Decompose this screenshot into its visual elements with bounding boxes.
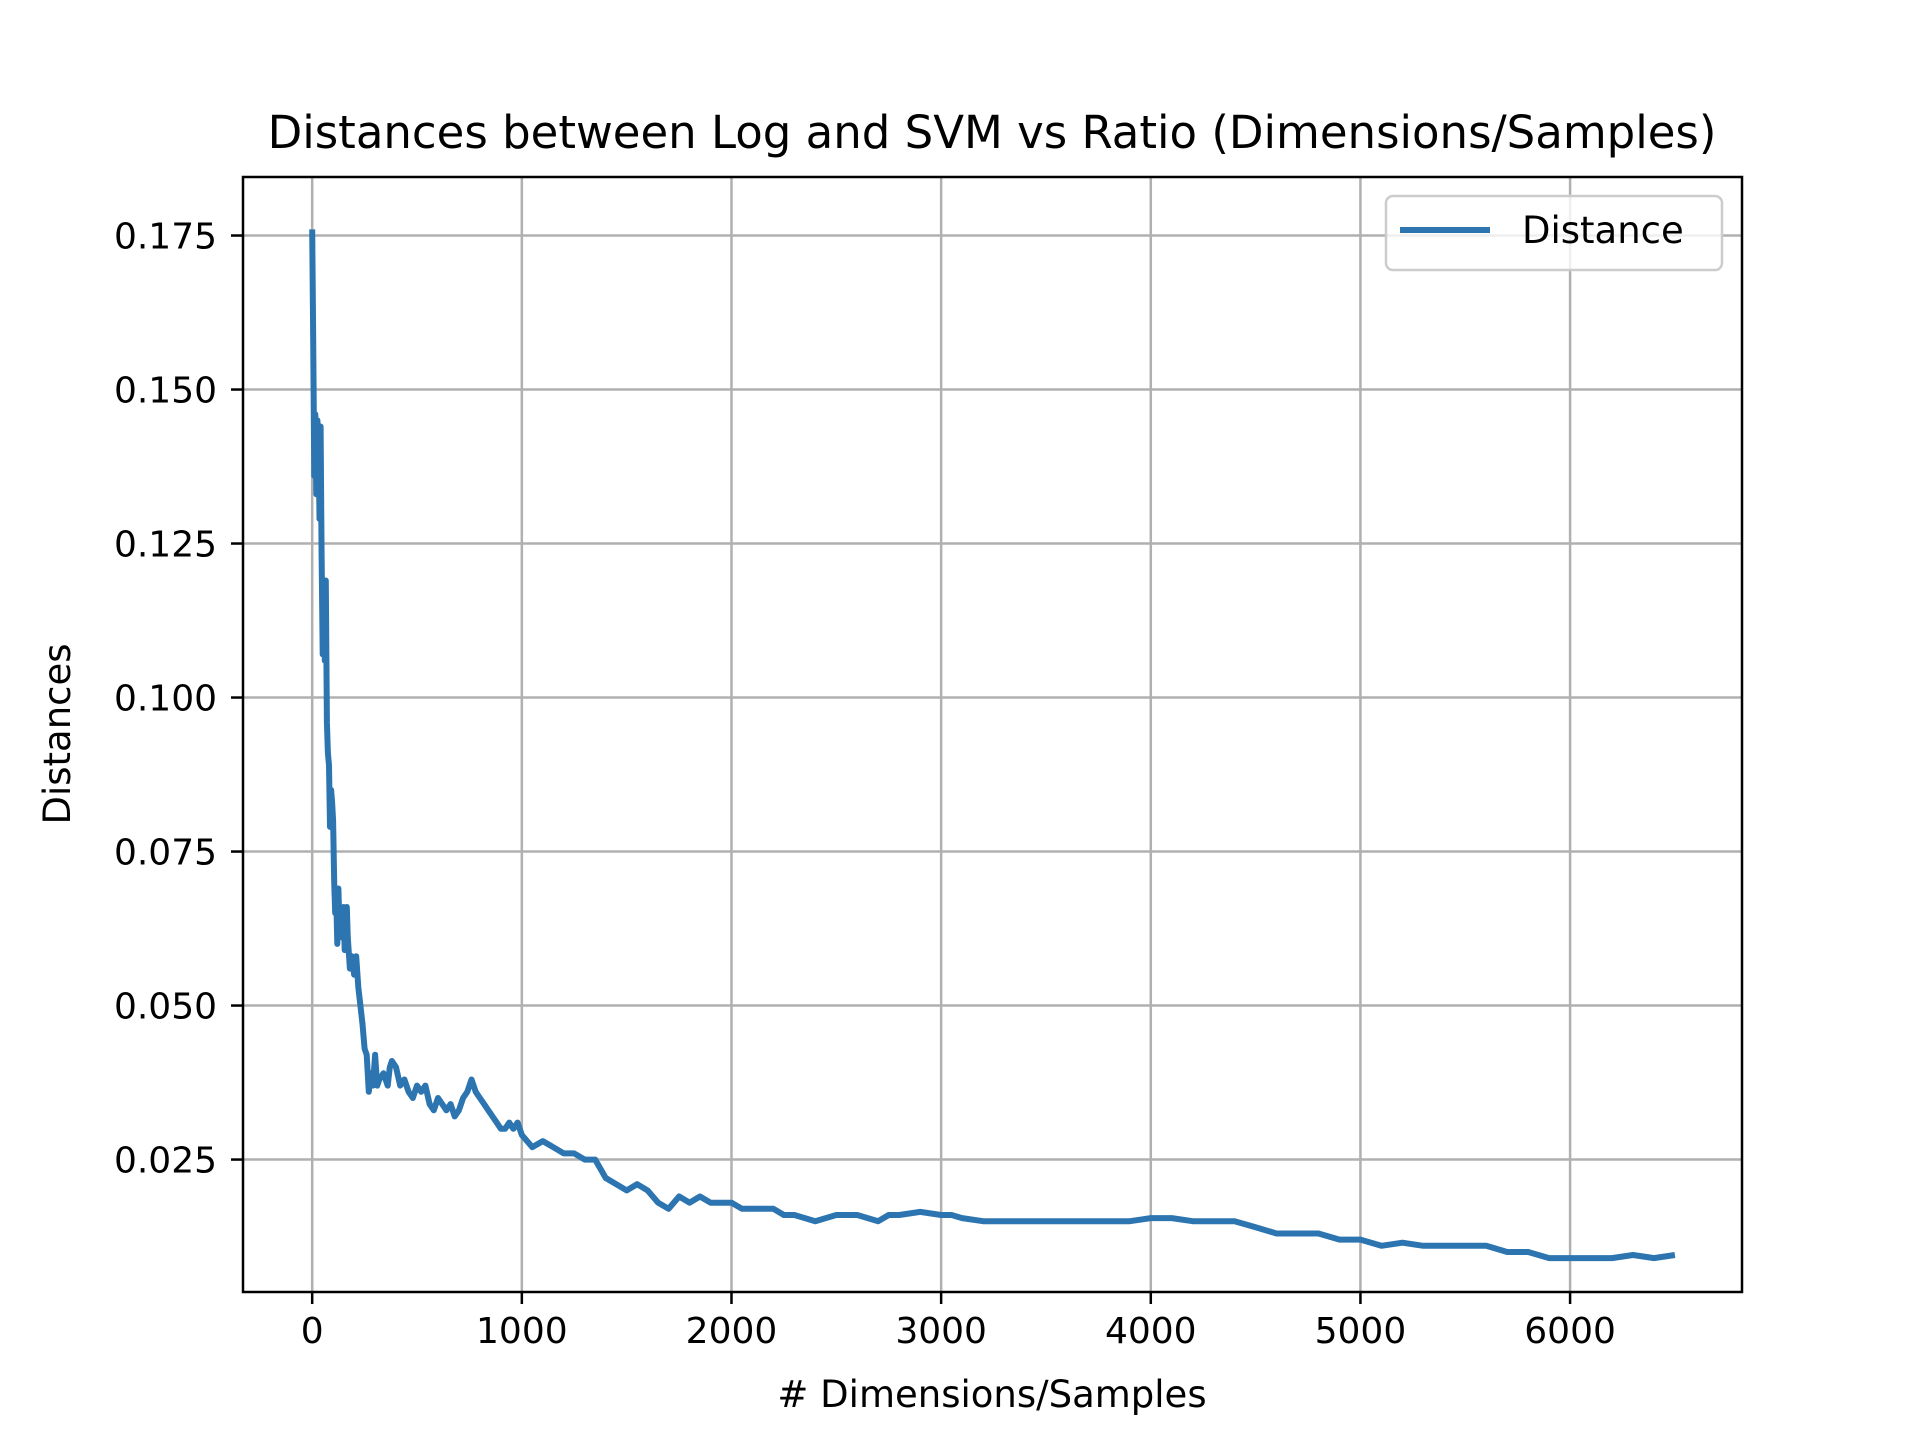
x-tick-label: 1000 <box>476 1311 568 1352</box>
x-tick-label: 6000 <box>1524 1311 1616 1352</box>
x-axis-label: # Dimensions/Samples <box>777 1373 1206 1416</box>
y-tick-label: 0.050 <box>114 987 217 1028</box>
y-tick-label: 0.100 <box>114 679 217 720</box>
y-tick-label: 0.175 <box>114 217 217 258</box>
legend-label: Distance <box>1522 209 1684 252</box>
y-axis-label: Distances <box>36 643 79 824</box>
legend: Distance <box>1384 194 1724 272</box>
y-tick-label: 0.125 <box>114 525 217 566</box>
x-tick-label: 3000 <box>895 1311 987 1352</box>
grid-layer <box>243 177 1742 1292</box>
x-tick-label: 4000 <box>1105 1311 1197 1352</box>
legend-box <box>1384 194 1724 272</box>
x-tick-label: 0 <box>301 1311 324 1352</box>
y-tick-label: 0.075 <box>114 833 217 874</box>
series-layer <box>309 229 1676 1262</box>
y-tick-label: 0.150 <box>114 371 217 412</box>
tick-layer: 0 1000 2000 3000 4000 5000 6000 0.025 0.050 0.075… <box>114 217 1616 1352</box>
series-line-distance <box>309 229 1676 1262</box>
x-tick-label: 5000 <box>1315 1311 1407 1352</box>
chart-title: Distances between Log and SVM vs Ratio (… <box>268 106 1717 159</box>
x-tick-label: 2000 <box>686 1311 778 1352</box>
y-tick-label: 0.025 <box>114 1141 217 1182</box>
plot-frame <box>241 175 1744 1294</box>
